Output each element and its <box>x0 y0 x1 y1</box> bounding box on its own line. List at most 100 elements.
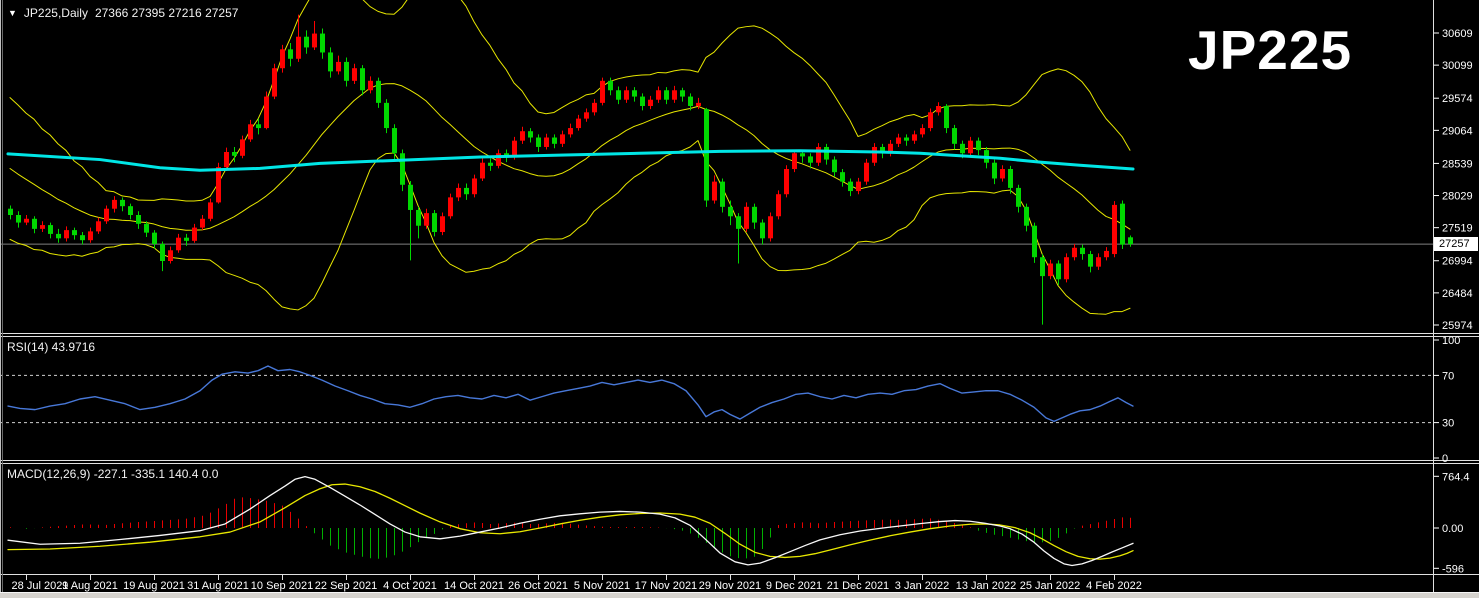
candle-body <box>760 222 765 239</box>
candle-body <box>368 80 373 91</box>
candle-body <box>792 153 797 170</box>
candle-body <box>1040 257 1045 277</box>
candle-body <box>752 206 757 223</box>
candle-body <box>416 209 421 226</box>
macd-indicator-label: MACD(12,26,9) -227.1 -335.1 140.4 0.0 <box>7 467 219 481</box>
candle-body <box>184 237 189 241</box>
date-axis-label: 26 Oct 2021 <box>508 580 568 592</box>
candle-body <box>1048 263 1053 277</box>
candle-body <box>432 213 437 233</box>
candle-body <box>720 181 725 207</box>
candle-body <box>776 194 781 217</box>
candle-body <box>64 230 69 239</box>
candle-body <box>216 167 221 203</box>
price-axis-label: 28539 <box>1442 158 1473 170</box>
moving-average-line <box>6 149 1135 172</box>
candle-body <box>1120 203 1125 245</box>
candle-body <box>856 181 861 192</box>
macd-signal-line <box>7 483 1134 560</box>
candle-body <box>328 52 333 72</box>
price-axis-label: 29064 <box>1442 125 1473 137</box>
candle-body <box>1128 237 1133 245</box>
date-axis-label: 19 Aug 2021 <box>123 580 185 592</box>
candle-body <box>632 90 637 97</box>
candle-body <box>992 162 997 179</box>
candle-body <box>272 68 277 97</box>
candle-body <box>832 159 837 173</box>
candle-body <box>936 106 941 113</box>
candle-body <box>8 208 13 216</box>
candle-body <box>48 225 53 234</box>
candle-body <box>656 90 661 100</box>
date-axis-label: 13 Jan 2022 <box>956 580 1017 592</box>
candle-body <box>624 90 629 100</box>
candle-body <box>1024 206 1029 226</box>
candle-body <box>408 184 413 210</box>
candle-body <box>648 99 653 107</box>
symbol-dropdown-icon[interactable]: ▼ <box>8 8 17 18</box>
candle-body <box>1088 254 1093 267</box>
candle-body <box>488 162 493 166</box>
candle-body <box>176 237 181 251</box>
candle-body <box>728 206 733 217</box>
candle-body <box>192 227 197 241</box>
candle-body <box>392 128 397 154</box>
candle-body <box>136 215 141 224</box>
candle-body <box>448 197 453 217</box>
symbol-watermark: JP225 <box>1188 19 1353 81</box>
candle-body <box>120 199 125 207</box>
candle-body <box>696 102 701 107</box>
candle-body <box>784 169 789 195</box>
candle-body <box>1056 263 1061 280</box>
date-axis-label: 17 Nov 2021 <box>635 580 697 592</box>
candle-body <box>560 134 565 144</box>
candle-body <box>384 102 389 129</box>
candle-body <box>520 131 525 141</box>
candle-body <box>112 199 117 209</box>
macd-main-line <box>7 475 1134 567</box>
candle-body <box>1096 257 1101 267</box>
candle-body <box>864 162 869 182</box>
candle-body <box>296 36 301 59</box>
price-axis-label: 26994 <box>1442 256 1473 268</box>
candle-body <box>320 33 325 53</box>
candle-body <box>688 96 693 107</box>
candle-body <box>256 124 261 129</box>
date-axis-label: 4 Feb 2022 <box>1086 580 1142 592</box>
candle-body <box>576 118 581 129</box>
candle-body <box>912 134 917 141</box>
candle-body <box>528 131 533 138</box>
candle-body <box>400 153 405 185</box>
candle-body <box>424 213 429 226</box>
candle-body <box>56 233 61 239</box>
macd-axis-label: -596 <box>1442 563 1464 575</box>
rsi-axis-label: 0 <box>1442 453 1448 465</box>
candle-body <box>144 223 149 233</box>
candle-body <box>472 178 477 195</box>
date-axis-label: 29 Nov 2021 <box>699 580 761 592</box>
rsi-axis-label: 100 <box>1442 335 1460 347</box>
candle-body <box>824 146 829 160</box>
candle-body <box>1104 250 1109 258</box>
date-axis-label: 25 Jan 2022 <box>1020 580 1081 592</box>
candle-body <box>336 61 341 72</box>
current-price-tag: 27257 <box>1434 237 1478 252</box>
candle-body <box>288 49 293 59</box>
candle-body <box>344 61 349 81</box>
bollinger-lower-band <box>9 140 1131 315</box>
rsi-axis-label: 30 <box>1442 418 1454 430</box>
price-axis[interactable]: 30609 30099 29574 29064 28539 28029 27519 26994… <box>1433 0 1473 592</box>
candle-body <box>1112 204 1117 255</box>
candle-body <box>600 80 605 103</box>
candle-body <box>16 215 21 223</box>
candle-body <box>544 137 549 147</box>
candle-body <box>968 140 973 154</box>
candle-body <box>496 153 501 166</box>
candle-body <box>456 187 461 198</box>
candle-body <box>512 140 517 157</box>
candle-body <box>872 146 877 163</box>
symbol-title-bar: ▼ JP225,Daily 27366 27395 27216 27257 <box>8 6 238 20</box>
